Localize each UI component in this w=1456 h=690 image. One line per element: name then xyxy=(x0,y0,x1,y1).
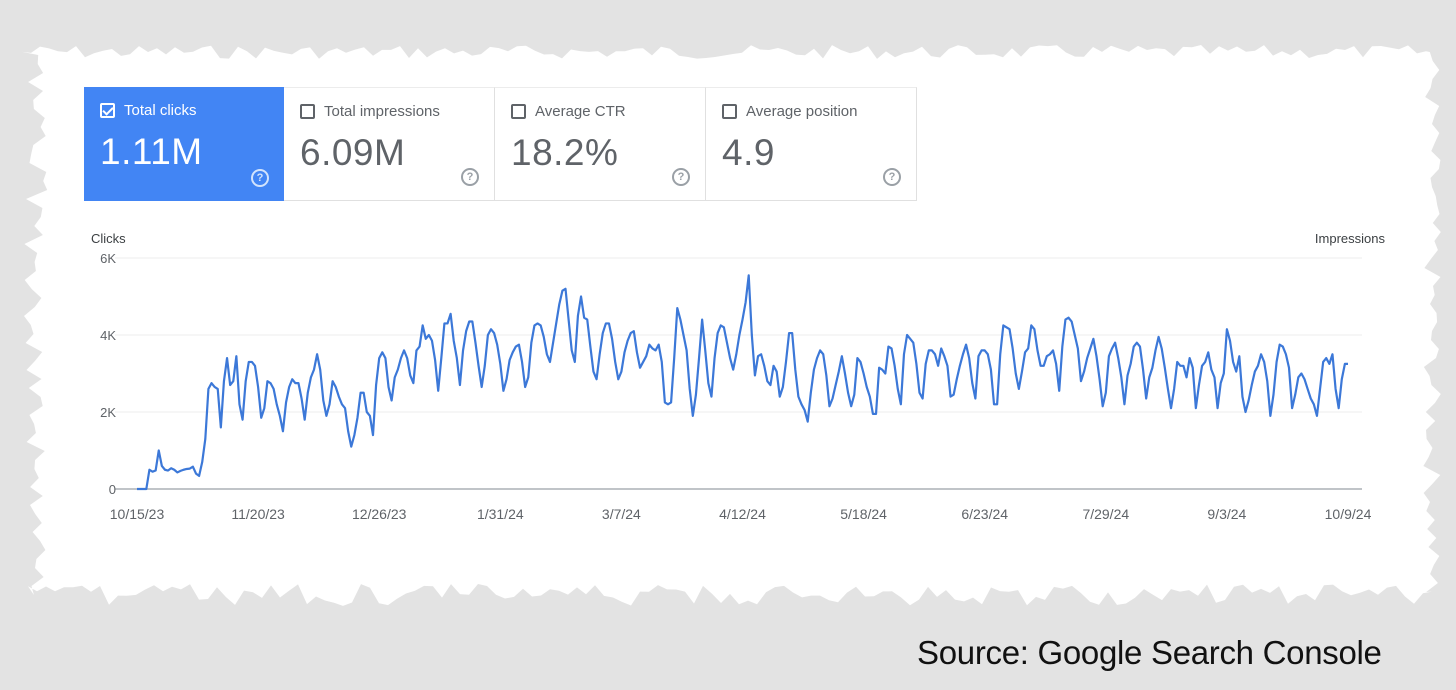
x-tick-label: 12/26/23 xyxy=(352,506,407,522)
x-tick-label: 4/12/24 xyxy=(719,506,766,522)
x-tick-label: 1/31/24 xyxy=(477,506,524,522)
x-tick-label: 7/29/24 xyxy=(1082,506,1129,522)
y-tick-label: 2K xyxy=(100,405,116,420)
y-tick-label: 6K xyxy=(100,251,116,266)
x-tick-label: 6/23/24 xyxy=(961,506,1008,522)
x-tick-label: 10/15/23 xyxy=(110,506,165,522)
y-axis-label-clicks: Clicks xyxy=(91,231,126,246)
x-tick-label: 10/9/24 xyxy=(1325,506,1372,522)
y-tick-label: 4K xyxy=(100,328,116,343)
x-tick-label: 9/3/24 xyxy=(1207,506,1246,522)
x-tick-label: 3/7/24 xyxy=(602,506,641,522)
x-tick-label: 5/18/24 xyxy=(840,506,887,522)
y-tick-label: 0 xyxy=(109,482,116,497)
source-caption: Source: Google Search Console xyxy=(917,634,1382,672)
series-line-clicks xyxy=(137,275,1348,489)
y-axis-label-impressions: Impressions xyxy=(1315,231,1386,246)
x-tick-label: 11/20/23 xyxy=(231,506,285,522)
